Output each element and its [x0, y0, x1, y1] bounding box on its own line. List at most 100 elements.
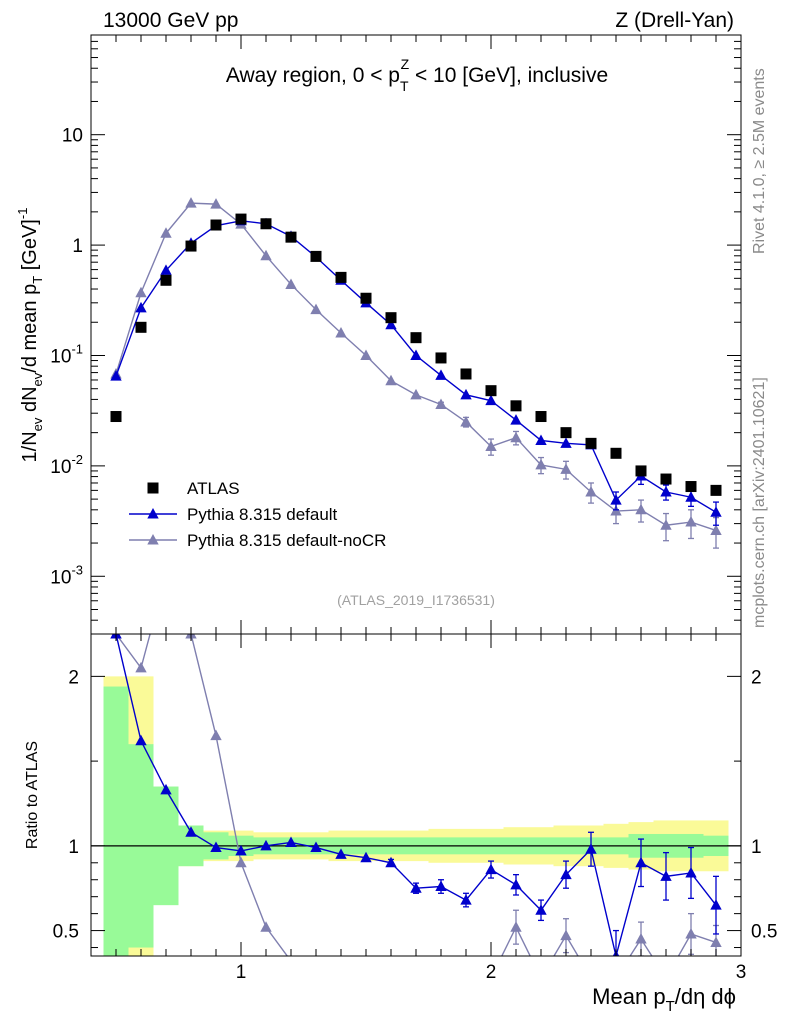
ratio-point-default — [710, 899, 722, 910]
point-atlas — [260, 218, 272, 230]
x-tick-label: 1 — [236, 962, 247, 983]
point-atlas — [160, 274, 172, 286]
ratio-point-default — [510, 878, 522, 890]
point-nocr — [460, 415, 472, 427]
point-nocr — [285, 278, 297, 289]
point-atlas — [435, 352, 447, 364]
y-axis-title: 1/Nev dNev/d mean pT [GeV]-1 — [15, 208, 45, 463]
ratio-point-nocr — [335, 975, 346, 986]
ratio-point-nocr — [635, 933, 647, 944]
point-nocr — [260, 249, 272, 261]
point-atlas — [385, 312, 397, 324]
point-nocr — [410, 388, 422, 400]
point-atlas — [235, 213, 247, 225]
point-atlas — [135, 321, 147, 333]
point-nocr — [360, 349, 372, 360]
ratio-point-default — [435, 880, 447, 892]
ratio-point-nocr — [260, 921, 272, 932]
x-tick-label: 2 — [486, 962, 497, 983]
point-atlas — [635, 465, 647, 477]
point-atlas — [285, 231, 297, 243]
point-atlas — [660, 473, 672, 485]
ratio-line-default — [115, 634, 717, 956]
point-default — [685, 491, 697, 502]
header-left: 13000 GeV pp — [103, 9, 238, 32]
point-nocr — [485, 440, 497, 451]
point-nocr — [310, 303, 322, 315]
point-nocr — [160, 227, 172, 238]
header-right: Z (Drell-Yan) — [615, 9, 734, 32]
point-atlas — [685, 481, 697, 493]
point-default — [135, 301, 147, 313]
point-atlas — [185, 240, 197, 252]
mcplots-label: mcplots.cern.ch [arXiv:2401.10621] — [751, 377, 768, 628]
point-default — [660, 485, 672, 497]
ratio-frame — [90, 633, 742, 957]
point-nocr — [710, 524, 722, 535]
point-atlas — [460, 368, 472, 380]
ratio-point-default — [660, 870, 672, 881]
ratio-point-nocr — [510, 921, 522, 932]
point-nocr — [660, 519, 672, 530]
point-nocr — [435, 398, 447, 409]
y-tick-label: 10-1 — [50, 341, 83, 367]
ratio-point-nocr — [710, 936, 722, 947]
ratio-tick-label: 0.5 — [751, 922, 777, 943]
ratio-point-nocr — [310, 972, 321, 983]
point-default — [460, 388, 472, 400]
ratio-point-default — [260, 839, 272, 851]
ratio-point-default — [360, 851, 372, 863]
point-default — [510, 414, 522, 425]
point-nocr — [210, 198, 222, 209]
ratio-point-nocr — [235, 856, 247, 868]
ratio-point-nocr — [290, 955, 292, 956]
ratio-tick-label: 2 — [751, 667, 762, 688]
ratio-band-inner — [103, 686, 129, 956]
ratio-point-default — [635, 856, 647, 868]
ratio-point-default — [560, 868, 572, 880]
ratio-point-nocr — [160, 569, 171, 580]
legend-marker-default — [147, 508, 159, 519]
point-nocr — [385, 374, 397, 386]
ratio-point-nocr — [660, 972, 671, 983]
y-tick-label: 10-2 — [50, 452, 83, 478]
main-panel: Away region, 0 < pTZ < 10 [GeV], inclusi… — [50, 34, 742, 635]
point-atlas — [410, 332, 422, 344]
ratio-point-default — [310, 841, 322, 853]
point-default — [435, 369, 447, 380]
point-default — [485, 394, 497, 406]
rivet-label: Rivet 4.1.0, ≥ 2.5M events — [751, 68, 768, 254]
ratio-axis-title: Ratio to ATLAS — [24, 741, 41, 849]
ratio-point-nocr — [210, 729, 222, 741]
ratio-point-default — [410, 882, 422, 893]
point-nocr — [185, 197, 197, 208]
ratio-point-nocr — [610, 972, 621, 983]
point-default — [710, 506, 722, 517]
ratio-point-default — [485, 863, 497, 875]
point-atlas — [560, 427, 572, 439]
ratio-point-nocr — [410, 981, 421, 992]
line-default — [115, 220, 717, 513]
point-atlas — [485, 385, 497, 397]
point-nocr — [635, 503, 647, 515]
point-atlas — [585, 437, 597, 449]
ratio-point-nocr — [460, 975, 471, 986]
point-atlas — [510, 400, 522, 412]
point-atlas — [335, 271, 347, 283]
point-atlas — [310, 250, 322, 262]
point-default — [535, 434, 547, 445]
ratio-tick-label: 1 — [68, 837, 79, 858]
point-default — [160, 264, 172, 275]
ratio-point-nocr — [360, 975, 371, 986]
legend-marker-nocr — [147, 534, 159, 545]
legend-marker-atlas — [147, 482, 159, 494]
point-nocr — [560, 463, 572, 474]
y-tick-label: 1 — [72, 236, 83, 257]
ratio-point-default — [160, 783, 172, 795]
x-tick-label: 3 — [736, 962, 747, 983]
y-tick-label: 10-3 — [50, 562, 83, 588]
ratio-point-nocr — [685, 927, 697, 939]
ratio-point-default — [535, 904, 547, 915]
point-default — [385, 318, 397, 330]
point-nocr — [335, 326, 347, 338]
